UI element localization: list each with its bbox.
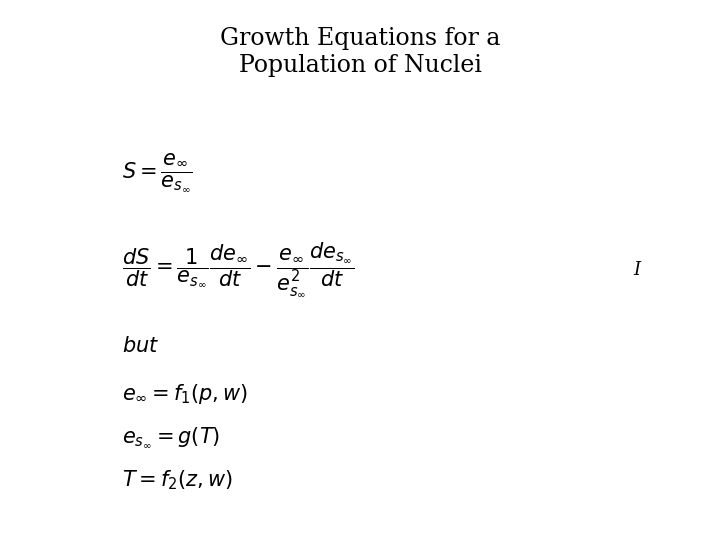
Text: $e_{\infty} = f_{1}(p, w)$: $e_{\infty} = f_{1}(p, w)$ xyxy=(122,382,248,406)
Text: $e_{s_{\infty}} = g(T)$: $e_{s_{\infty}} = g(T)$ xyxy=(122,426,220,449)
Text: $S = \dfrac{e_{\infty}}{e_{s_{\infty}}}$: $S = \dfrac{e_{\infty}}{e_{s_{\infty}}}$ xyxy=(122,152,193,194)
Text: $T = f_{2}(z, w)$: $T = f_{2}(z, w)$ xyxy=(122,469,233,492)
Text: I: I xyxy=(634,261,641,279)
Text: $\mathit{but}$: $\mathit{but}$ xyxy=(122,335,160,356)
Text: $\dfrac{dS}{dt} = \dfrac{1}{e_{s_{\infty}}} \dfrac{de_{\infty}}{dt} - \dfrac{e_{: $\dfrac{dS}{dt} = \dfrac{1}{e_{s_{\infty… xyxy=(122,241,355,299)
Text: Growth Equations for a
Population of Nuclei: Growth Equations for a Population of Nuc… xyxy=(220,27,500,77)
